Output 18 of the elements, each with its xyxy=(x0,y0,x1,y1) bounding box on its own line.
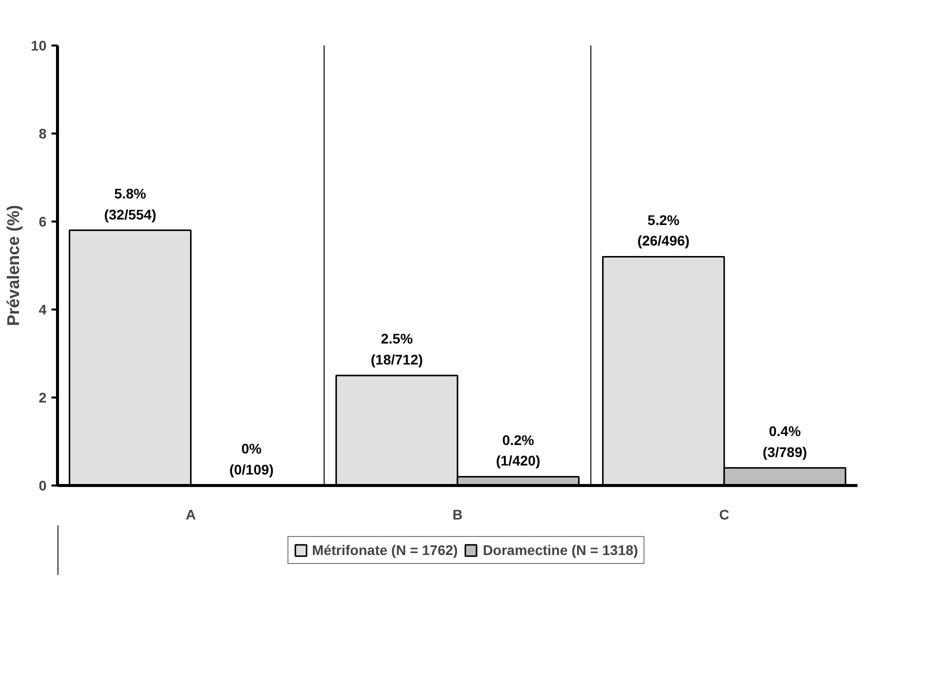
data-label: 0.4% (3/789) xyxy=(762,423,808,460)
legend-label: Métrifonate (N = 1762) xyxy=(312,542,458,558)
data-label: 5.2% (26/496) xyxy=(637,212,690,249)
data-label: 0% (0/109) xyxy=(229,440,274,478)
legend-label: Doramectine (N = 1318) xyxy=(482,542,638,558)
y-tick-label: 8 xyxy=(38,126,47,142)
y-tick-label: 4 xyxy=(38,302,47,318)
data-label: 0.2% (1/420) xyxy=(496,432,540,469)
x-tick-label: B xyxy=(452,506,463,522)
y-tick-label: 6 xyxy=(38,214,47,230)
data-label: 2.5% (18/712) xyxy=(370,330,423,368)
x-tick-label: A xyxy=(186,506,196,522)
y-tick-label: 2 xyxy=(38,390,47,406)
x-tick-label: C xyxy=(719,506,730,522)
data-label: 5.8% (32/554) xyxy=(104,186,156,222)
y-tick-label: 0 xyxy=(38,478,47,494)
y-axis-title: Prévalence (%) xyxy=(4,205,23,326)
y-tick-label: 10 xyxy=(30,38,47,54)
